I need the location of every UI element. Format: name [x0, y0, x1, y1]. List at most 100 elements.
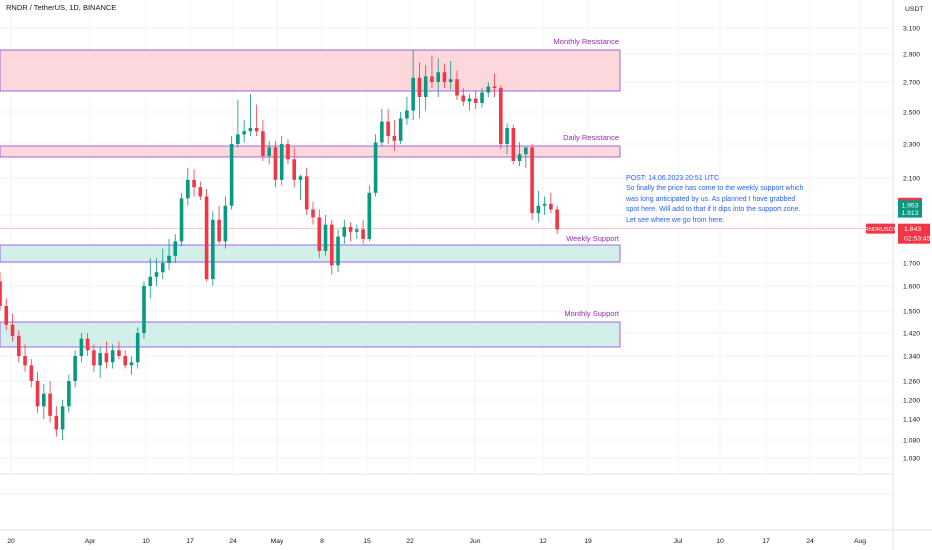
candle-up: [154, 258, 159, 286]
candle-body: [423, 76, 428, 97]
x-tick-label: 10: [142, 538, 150, 545]
price-tag-bg: [898, 207, 922, 218]
candle-body: [142, 286, 146, 333]
candle-body: [204, 196, 209, 280]
candle-body: [179, 198, 184, 242]
candle-body: [505, 128, 509, 144]
monthly-resistance-zone: [0, 49, 621, 92]
candle-down: [261, 120, 265, 161]
candle-down: [304, 167, 309, 215]
candle-down: [286, 139, 290, 165]
candle-up: [73, 350, 77, 388]
candle-body: [54, 415, 59, 430]
x-tick-label: 10: [716, 538, 724, 545]
candle-body: [98, 353, 102, 366]
candle-body: [473, 98, 478, 103]
candle-body: [73, 356, 77, 381]
candle-up: [98, 347, 102, 378]
candle-body: [198, 187, 203, 197]
y-tick-label: 2.500: [903, 110, 920, 117]
y-tick-label: 1.420: [903, 331, 920, 338]
candle-body: [398, 118, 403, 141]
price-tag-bg: [898, 200, 922, 211]
candle-down: [254, 104, 259, 136]
candle-body: [211, 219, 215, 280]
candle-up: [67, 374, 71, 413]
candle-body: [123, 356, 127, 366]
candle-body: [160, 263, 165, 273]
y-tick-label: 1.260: [903, 379, 920, 386]
candle-down: [117, 341, 121, 360]
candle-body: [67, 381, 71, 407]
candle-body: [85, 338, 90, 351]
candle-up: [160, 248, 165, 280]
candle-body: [110, 350, 115, 363]
x-tick-label: 22: [406, 538, 414, 545]
candle-up: [179, 192, 184, 247]
ticker-tag-bg: [866, 223, 895, 234]
candle-up: [486, 82, 491, 97]
candle-body: [35, 381, 40, 407]
candle-up: [448, 61, 453, 90]
candle-body: [373, 142, 378, 193]
analysis-note: POST: 14.06.2023 20:51 UTC So finally th…: [626, 174, 861, 226]
candle-down: [35, 371, 40, 413]
candle-up: [411, 50, 415, 120]
weekly-support-zone: [0, 244, 621, 263]
candle-down: [192, 169, 196, 197]
candle-up: [373, 134, 378, 197]
price-tag: 1.953: [898, 200, 922, 211]
candle-down: [4, 298, 9, 331]
candle-body: [48, 393, 52, 416]
currency-label: USDT: [905, 6, 924, 13]
candle-body: [486, 86, 491, 93]
price-tag-text: 1.913: [901, 210, 918, 217]
candle-body: [298, 176, 303, 180]
last-price-badge: RNDRUSDT 1.843 02:53:45: [865, 223, 931, 244]
candle-down: [329, 219, 334, 275]
candle-body: [42, 393, 46, 407]
candle-up: [517, 142, 522, 167]
candle-down: [461, 88, 466, 106]
candle-down: [0, 272, 2, 311]
x-tick-label: Jun: [470, 538, 481, 545]
x-tick-label: 19: [584, 538, 592, 545]
note-line: was long anticipated by us. As planned I…: [626, 195, 796, 203]
candle-down: [499, 85, 503, 150]
candle-down: [549, 192, 553, 214]
candle-body: [0, 281, 2, 306]
x-tick-label: 12: [539, 538, 547, 545]
candle-up: [423, 65, 428, 111]
candle-body: [10, 324, 15, 336]
x-tick-label: Apr: [85, 538, 96, 545]
candle-down: [473, 91, 478, 109]
candle-up: [229, 136, 234, 210]
candle-body: [436, 72, 440, 82]
candle-up: [380, 109, 384, 146]
x-tick-label: 17: [762, 538, 770, 545]
candle-body: [129, 362, 134, 366]
candle-down: [511, 124, 516, 165]
candle-body: [104, 353, 109, 363]
candle-up: [367, 185, 372, 242]
candle-body: [549, 203, 553, 210]
y-tick-label: 1.030: [903, 456, 920, 463]
candles-layer: [0, 50, 559, 440]
candle-body: [60, 406, 65, 430]
candle-body: [304, 176, 309, 210]
y-tick-label: 1.080: [903, 438, 920, 445]
candle-body: [367, 192, 372, 239]
y-tick-label: 1.600: [903, 284, 920, 291]
candle-body: [380, 121, 384, 143]
candle-down: [104, 341, 109, 369]
candle-body: [92, 350, 96, 366]
candle-down: [217, 205, 221, 244]
candle-up: [467, 94, 472, 111]
zone-label: Monthly Support: [564, 309, 620, 318]
candle-body: [279, 144, 284, 180]
candle-body: [135, 333, 140, 363]
candle-down: [273, 140, 278, 188]
candle-up: [79, 333, 84, 363]
